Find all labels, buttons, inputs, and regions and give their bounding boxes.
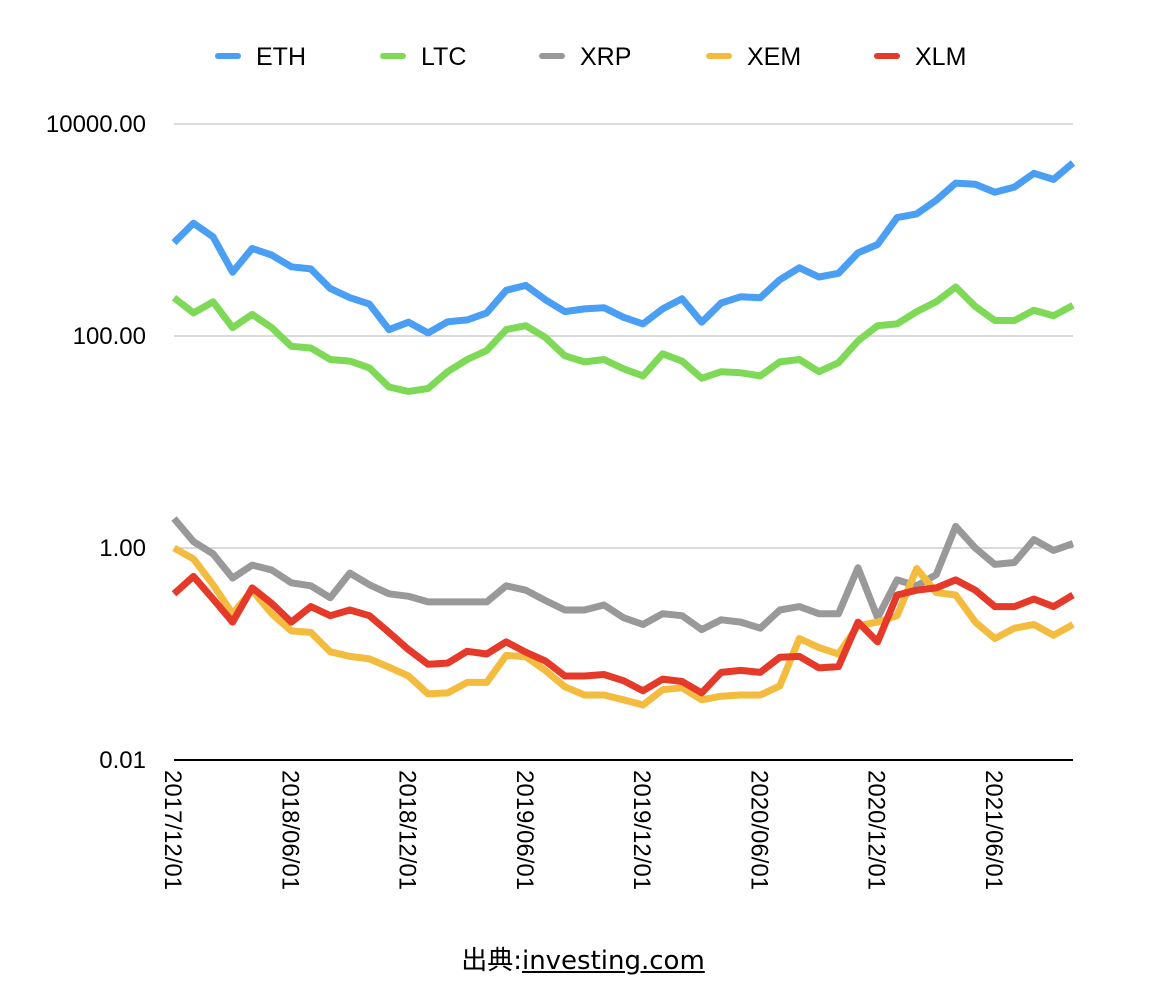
legend-label-xrp: XRP xyxy=(580,43,631,71)
x-tick-label: 2019/06/01 xyxy=(511,770,538,890)
y-tick-label: 0.01 xyxy=(99,747,146,774)
series-line-ltc xyxy=(171,283,1075,395)
source-prefix: 出典: xyxy=(461,946,522,976)
series-line-xem xyxy=(172,544,1075,709)
y-axis: 10000.00 100.00 1.00 0.01 xyxy=(46,111,146,774)
series-line-eth xyxy=(171,160,1076,337)
x-tick-label: 2020/06/01 xyxy=(745,770,772,890)
x-tick-label: 2018/06/01 xyxy=(276,770,303,890)
x-tick-label: 2021/06/01 xyxy=(980,770,1007,890)
x-tick-label: 2019/12/01 xyxy=(628,770,655,890)
x-tick-label: 2020/12/01 xyxy=(863,770,890,890)
series-lines xyxy=(171,160,1076,709)
legend-label-eth: ETH xyxy=(256,43,306,71)
source-link[interactable]: investing.com xyxy=(521,946,705,976)
legend-label-xlm: XLM xyxy=(915,43,966,71)
y-tick-label: 1.00 xyxy=(99,535,146,562)
series-line-xrp xyxy=(171,516,1075,634)
legend: ETH LTC XRP XEM XLM xyxy=(215,43,966,71)
gridlines xyxy=(174,123,1073,549)
x-tick-label: 2018/12/01 xyxy=(394,770,421,890)
legend-label-ltc: LTC xyxy=(421,43,466,71)
x-tick-label: 2017/12/01 xyxy=(159,770,186,890)
source-note: 出典:investing.com xyxy=(0,940,1166,977)
x-axis: 2017/12/01 2018/06/01 2018/12/01 2019/06/01… xyxy=(159,759,1073,890)
crypto-price-line-chart: ETH LTC XRP XEM XLM 10000.00 100.00 1.00 0.01 2… xyxy=(46,43,1076,890)
y-tick-label: 100.00 xyxy=(73,323,146,350)
y-tick-label: 10000.00 xyxy=(46,111,146,138)
legend-label-xem: XEM xyxy=(747,43,801,71)
series-line-xlm xyxy=(171,572,1075,697)
